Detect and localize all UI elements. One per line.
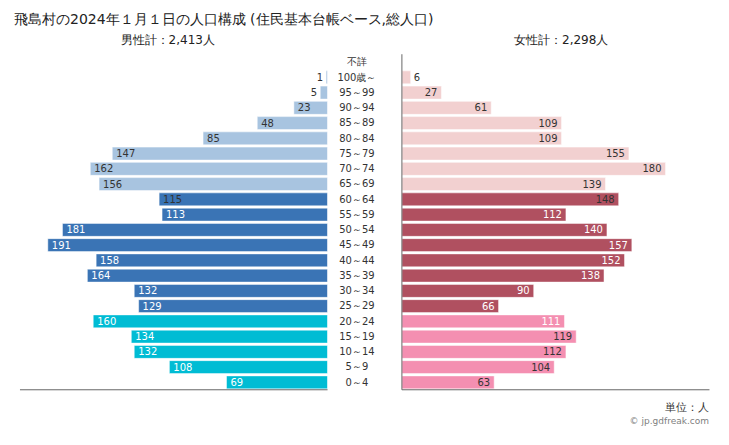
svg-text:55～59: 55～59 — [339, 209, 374, 220]
svg-text:191: 191 — [52, 240, 71, 251]
svg-text:108: 108 — [173, 362, 192, 373]
svg-text:181: 181 — [66, 224, 85, 235]
svg-text:65～69: 65～69 — [339, 178, 374, 189]
svg-text:5～9: 5～9 — [345, 361, 368, 372]
svg-text:69: 69 — [230, 377, 243, 388]
svg-text:132: 132 — [138, 285, 157, 296]
svg-text:0～4: 0～4 — [345, 377, 368, 388]
svg-text:134: 134 — [135, 331, 154, 342]
svg-text:6: 6 — [413, 72, 419, 83]
svg-text:152: 152 — [601, 255, 620, 266]
svg-text:85: 85 — [207, 133, 220, 144]
svg-text:147: 147 — [116, 148, 135, 159]
svg-text:111: 111 — [541, 316, 560, 327]
html-text:男性計：2,413人: 男性計：2,413人 — [120, 33, 215, 47]
svg-text:132: 132 — [138, 346, 157, 357]
svg-text:112: 112 — [542, 346, 561, 357]
svg-text:61: 61 — [474, 102, 487, 113]
svg-text:80～84: 80～84 — [339, 133, 374, 144]
html-text:単位：人: 単位：人 — [665, 401, 709, 414]
svg-text:162: 162 — [94, 163, 113, 174]
svg-text:40～44: 40～44 — [339, 255, 374, 266]
svg-text:95～99: 95～99 — [339, 87, 374, 98]
svg-text:115: 115 — [163, 194, 182, 205]
html-text:© jp.gdfreak.com: © jp.gdfreak.com — [629, 416, 709, 426]
svg-text:109: 109 — [538, 133, 557, 144]
svg-text:75～79: 75～79 — [339, 148, 374, 159]
svg-text:113: 113 — [166, 209, 185, 220]
svg-text:148: 148 — [595, 194, 614, 205]
svg-text:70～74: 70～74 — [339, 163, 374, 174]
svg-text:5: 5 — [311, 87, 317, 98]
svg-text:155: 155 — [605, 148, 624, 159]
svg-text:10～14: 10～14 — [339, 346, 374, 357]
svg-text:129: 129 — [143, 301, 162, 312]
svg-text:85～89: 85～89 — [339, 117, 374, 128]
svg-text:119: 119 — [553, 331, 572, 342]
svg-text:90: 90 — [517, 285, 530, 296]
svg-text:160: 160 — [97, 316, 116, 327]
svg-text:23: 23 — [298, 102, 311, 113]
svg-text:180: 180 — [642, 163, 661, 174]
svg-text:100歳～: 100歳～ — [337, 72, 376, 83]
svg-text:138: 138 — [581, 270, 600, 281]
svg-text:164: 164 — [91, 270, 110, 281]
html-text:飛島村の2024年１月１日の人口構成 (住民基本台帳ベース,: 飛島村の2024年１月１日の人口構成 (住民基本台帳ベース,総人口) — [14, 11, 434, 27]
svg-text:60～64: 60～64 — [339, 194, 374, 205]
svg-text:157: 157 — [608, 240, 627, 251]
svg-text:20～24: 20～24 — [339, 316, 374, 327]
svg-text:63: 63 — [477, 377, 490, 388]
svg-text:158: 158 — [100, 255, 119, 266]
svg-text:30～34: 30～34 — [339, 285, 374, 296]
svg-text:45～49: 45～49 — [339, 239, 374, 250]
svg-text:35～39: 35～39 — [339, 270, 374, 281]
svg-text:139: 139 — [582, 179, 601, 190]
svg-text:1: 1 — [317, 72, 323, 83]
svg-text:140: 140 — [583, 224, 602, 235]
svg-text:27: 27 — [424, 87, 437, 98]
svg-text:15～19: 15～19 — [339, 331, 374, 342]
svg-text:66: 66 — [481, 301, 494, 312]
svg-text:48: 48 — [261, 118, 274, 129]
svg-text:50～54: 50～54 — [339, 224, 374, 235]
svg-text:25～29: 25～29 — [339, 300, 374, 311]
html-text:女性計：2,298人: 女性計：2,298人 — [514, 33, 609, 47]
svg-text:不詳: 不詳 — [347, 56, 367, 67]
svg-text:112: 112 — [542, 209, 561, 220]
svg-text:156: 156 — [103, 179, 122, 190]
svg-text:90～94: 90～94 — [339, 102, 374, 113]
svg-text:104: 104 — [531, 362, 550, 373]
svg-text:109: 109 — [538, 118, 557, 129]
